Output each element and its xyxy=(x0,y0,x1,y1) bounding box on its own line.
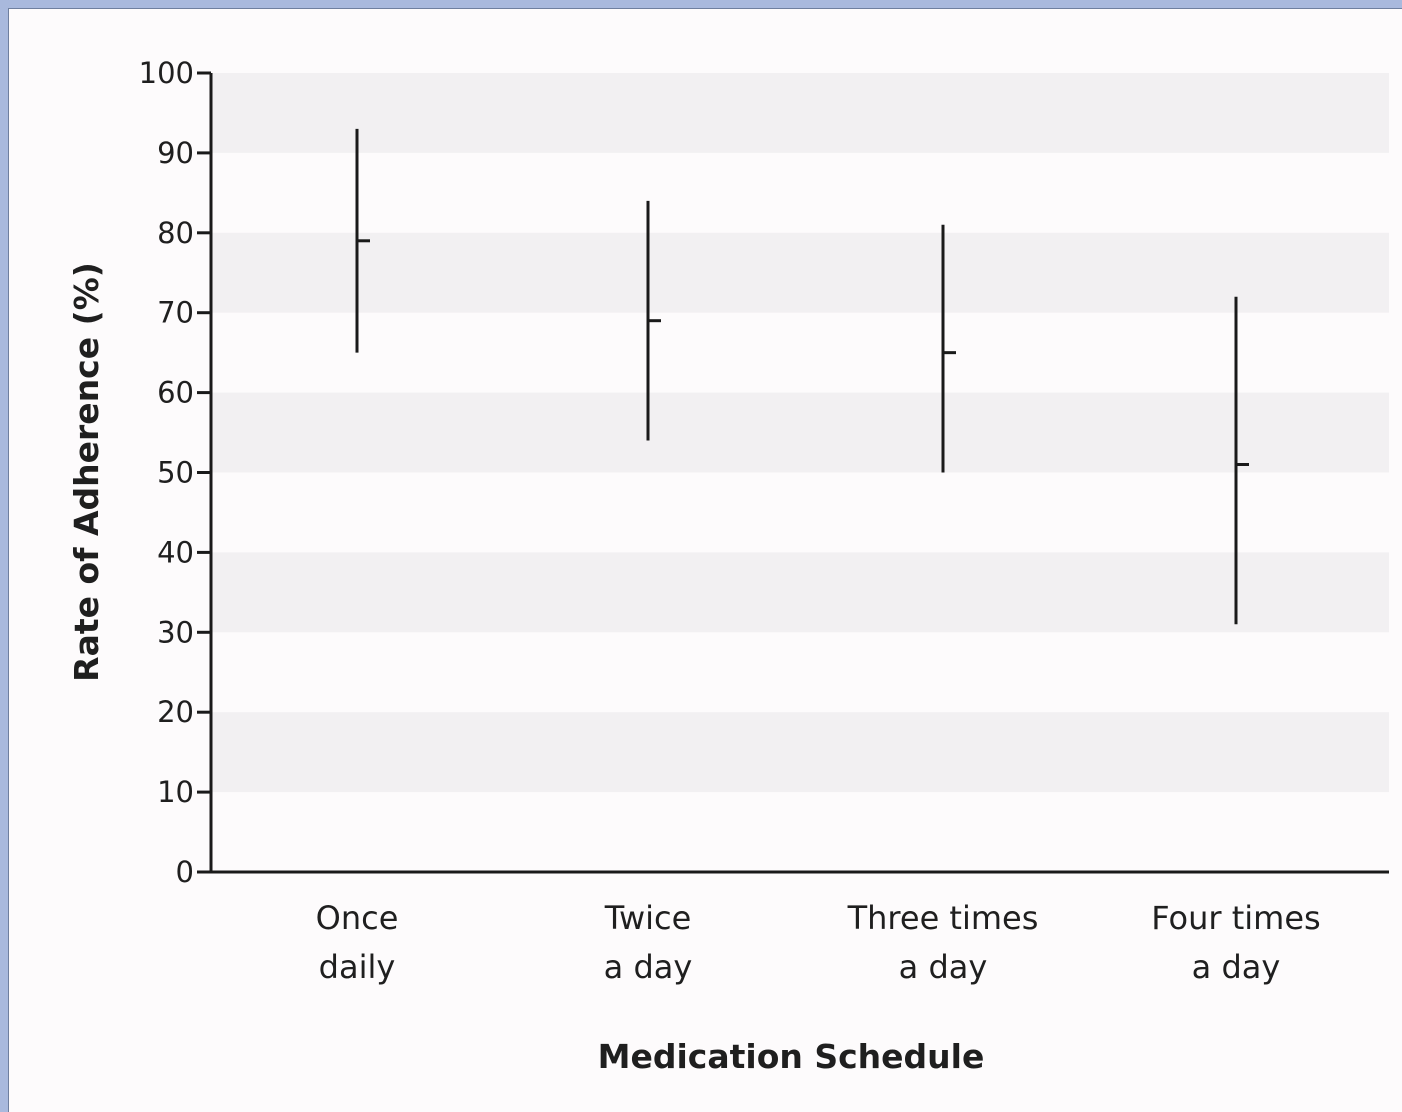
x-category-labels: Once daily Twice a day Three times a day Four … xyxy=(316,899,1321,986)
grid-band xyxy=(211,73,1389,153)
x-category-label: Twice xyxy=(604,899,692,937)
figure-panel: 0 10 20 30 40 50 60 70 80 90 100 Once daily Twice a d… xyxy=(8,8,1402,1112)
adherence-chart: 0 10 20 30 40 50 60 70 80 90 100 Once daily Twice a d… xyxy=(67,56,1389,1076)
grid-band xyxy=(211,392,1389,473)
y-tick-label: 70 xyxy=(157,296,194,330)
y-tick-label: 10 xyxy=(157,775,194,809)
y-tick-label: 40 xyxy=(157,535,194,569)
grid-bands xyxy=(211,73,1389,793)
x-axis-title: Medication Schedule xyxy=(598,1037,985,1076)
x-category-label: Four times xyxy=(1151,899,1320,937)
x-category-label: Three times xyxy=(847,899,1039,937)
x-category-label: a day xyxy=(604,948,693,986)
y-tick-label: 60 xyxy=(157,376,194,410)
y-axis: 0 10 20 30 40 50 60 70 80 90 100 xyxy=(139,56,213,889)
y-tick-label: 50 xyxy=(157,456,194,490)
grid-band xyxy=(211,712,1389,793)
x-category-label: a day xyxy=(1192,948,1281,986)
y-tick-label: 80 xyxy=(157,216,194,250)
grid-band xyxy=(211,232,1389,313)
x-category-label: a day xyxy=(899,948,988,986)
y-tick-label: 100 xyxy=(139,56,194,90)
y-tick-label: 20 xyxy=(157,695,194,729)
error-bars xyxy=(355,128,1249,625)
x-category-label: daily xyxy=(319,948,396,986)
y-tick-label: 0 xyxy=(176,855,194,889)
y-tick-label: 90 xyxy=(157,136,194,170)
y-axis-title: Rate of Adherence (%) xyxy=(67,262,106,682)
grid-band xyxy=(211,552,1389,633)
y-tick-label: 30 xyxy=(157,615,194,649)
x-category-label: Once xyxy=(316,899,399,937)
